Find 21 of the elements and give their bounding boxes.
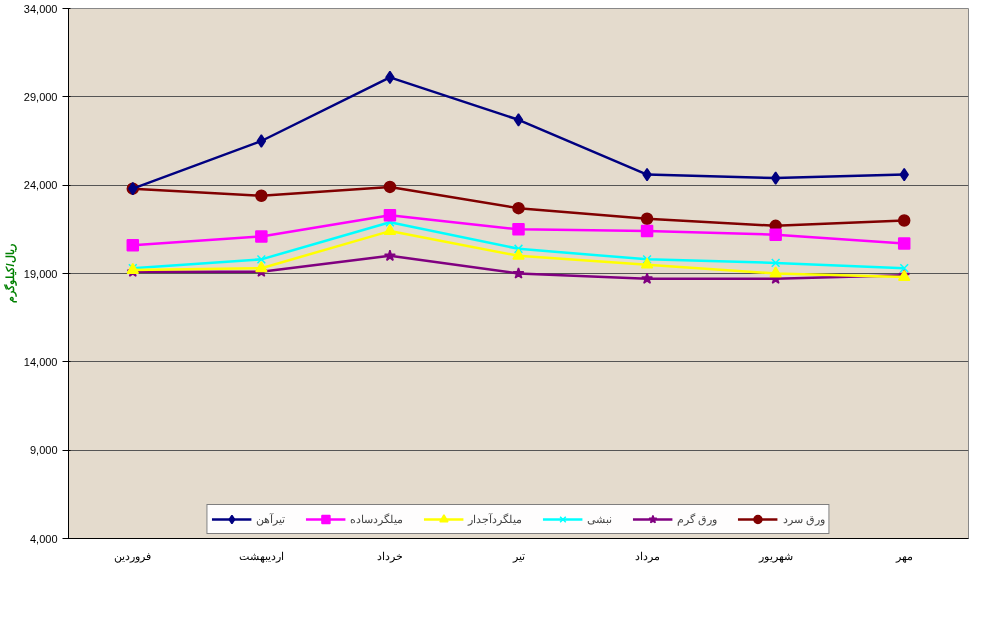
y-tick-label: 19,000: [23, 267, 58, 280]
y-tick-label: 9,000: [29, 444, 58, 457]
y-tick-label: 24,000: [23, 179, 58, 192]
y-tick-label: 29,000: [23, 90, 58, 103]
legend-label: ورق سرد: [782, 512, 825, 526]
x-tick-label: تیر: [511, 549, 525, 563]
legend-label: ورق گرم: [677, 512, 718, 526]
x-tick-label: شهریور: [757, 549, 793, 563]
x-tick-label: اردیبهشت: [238, 549, 284, 563]
legend-label: تیرآهن: [256, 512, 286, 526]
y-tick-label: 14,000: [23, 355, 58, 368]
x-tick-label: مهر: [894, 549, 913, 563]
x-tick-label: فروردین: [114, 549, 152, 563]
legend-label: نبشی: [587, 512, 613, 526]
legend-label: میلگردساده: [350, 512, 404, 526]
y-tick-label: 4,000: [29, 532, 58, 545]
x-tick-label: مرداد: [634, 549, 660, 563]
x-tick-label: خرداد: [376, 549, 403, 563]
y-axis-title: ریال/کیلوگرم: [2, 244, 17, 303]
legend-label: میلگردآجدار: [468, 512, 523, 526]
y-tick-label: 34,000: [23, 2, 58, 15]
